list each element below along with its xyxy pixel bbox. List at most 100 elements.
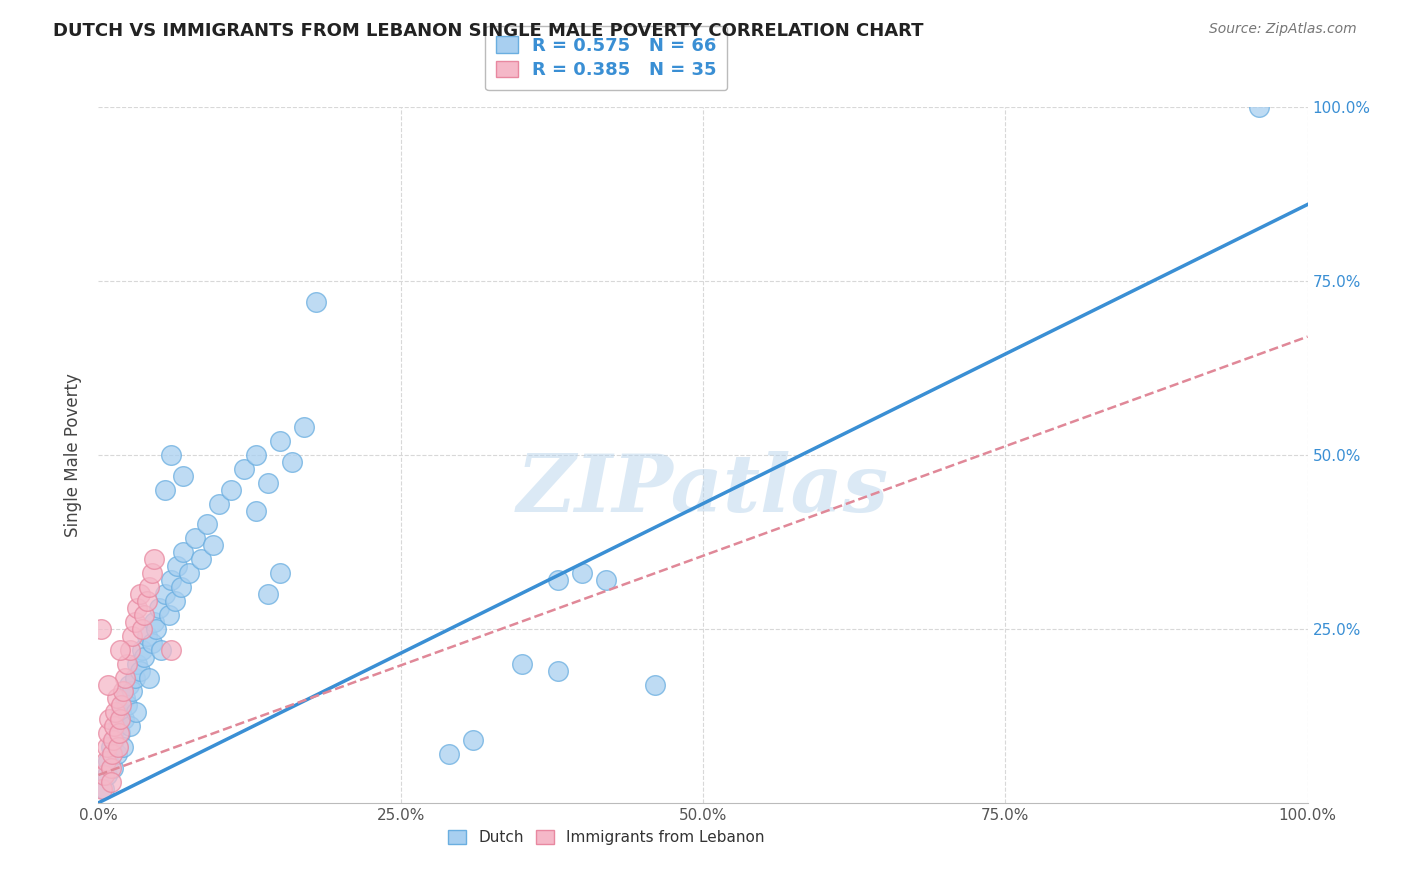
Point [100,775,122,789]
Point [124,671,146,685]
Point [124,615,146,629]
Point [108,642,131,657]
Point [108,726,131,740]
Point [131,642,153,657]
Point [245,503,267,517]
Point [256,475,278,490]
Text: ZIPatlas: ZIPatlas [517,451,889,528]
Point [141,566,163,581]
Point [547,664,569,678]
Point [105,691,128,706]
Point [96,768,118,782]
Point [195,517,218,532]
Point [208,497,231,511]
Point [101,733,124,747]
Point [157,607,180,622]
Point [125,706,148,720]
Point [108,712,131,726]
Point [571,566,593,581]
Point [145,622,167,636]
Point [160,448,183,462]
Point [127,657,149,671]
Point [169,580,191,594]
Point [150,642,173,657]
Point [93,781,115,796]
Point [221,483,243,497]
Point [184,532,207,546]
Point [644,677,666,691]
Point [118,719,141,733]
Point [97,754,120,768]
Point [121,629,143,643]
Point [105,747,128,761]
Point [107,719,129,733]
Point [134,649,156,664]
Point [547,573,569,587]
Y-axis label: Single Male Poverty: Single Male Poverty [65,373,83,537]
Point [510,657,533,671]
Point [112,712,135,726]
Point [90,622,112,636]
Point [463,733,485,747]
Point [148,601,170,615]
Point [100,761,122,775]
Point [232,462,254,476]
Point [305,294,328,309]
Point [94,754,117,768]
Point [96,740,118,755]
Point [202,538,225,552]
Point [269,566,291,581]
Point [292,420,315,434]
Point [134,607,156,622]
Point [153,587,176,601]
Point [114,671,136,685]
Point [179,566,201,581]
Point [190,552,212,566]
Point [595,573,617,587]
Point [160,642,183,657]
Point [269,434,291,448]
Point [128,587,150,601]
Point [127,601,149,615]
Point [93,768,115,782]
Point [160,573,183,587]
Point [103,733,125,747]
Point [114,691,136,706]
Point [111,684,134,698]
Point [153,483,176,497]
Point [110,698,132,713]
Point [281,455,304,469]
Point [135,594,157,608]
Text: DUTCH VS IMMIGRANTS FROM LEBANON SINGLE MALE POVERTY CORRELATION CHART: DUTCH VS IMMIGRANTS FROM LEBANON SINGLE … [53,22,924,40]
Point [110,706,132,720]
Point [135,629,157,643]
Point [118,677,141,691]
Point [111,740,134,755]
Point [138,671,160,685]
Point [107,740,129,755]
Point [97,726,120,740]
Point [117,698,139,713]
Point [108,726,131,740]
Point [138,580,160,594]
Point [163,594,186,608]
Point [166,559,188,574]
Point [104,706,127,720]
Point [100,740,122,755]
Point [117,657,139,671]
Point [97,677,120,691]
Point [1249,100,1271,114]
Point [121,684,143,698]
Point [256,587,278,601]
Text: Source: ZipAtlas.com: Source: ZipAtlas.com [1209,22,1357,37]
Point [172,545,194,559]
Point [131,622,153,636]
Point [172,468,194,483]
Point [437,747,460,761]
Point [143,615,166,629]
Point [101,761,124,775]
Legend: Dutch, Immigrants from Lebanon: Dutch, Immigrants from Lebanon [439,821,775,855]
Point [141,636,163,650]
Point [103,719,125,733]
Point [98,712,121,726]
